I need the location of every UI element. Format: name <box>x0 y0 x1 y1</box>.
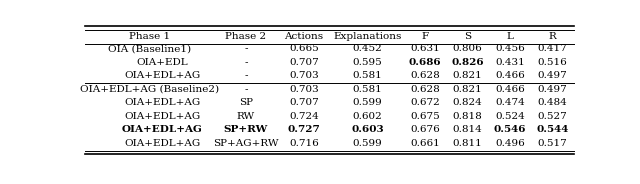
Text: OIA+EDL+AG: OIA+EDL+AG <box>122 125 203 134</box>
Text: Actions: Actions <box>284 32 323 41</box>
Text: 0.676: 0.676 <box>410 125 440 134</box>
Text: 0.456: 0.456 <box>495 45 525 54</box>
Text: 0.824: 0.824 <box>452 98 483 107</box>
Text: RW: RW <box>237 112 255 121</box>
Text: OIA+EDL+AG: OIA+EDL+AG <box>124 112 200 121</box>
Text: 0.599: 0.599 <box>353 139 382 148</box>
Text: 0.595: 0.595 <box>353 58 382 67</box>
Text: -: - <box>244 58 248 67</box>
Text: 0.527: 0.527 <box>538 112 567 121</box>
Text: SP+AG+RW: SP+AG+RW <box>213 139 278 148</box>
Text: 0.818: 0.818 <box>452 112 483 121</box>
Text: 0.417: 0.417 <box>538 45 567 54</box>
Text: 0.814: 0.814 <box>452 125 483 134</box>
Text: 0.672: 0.672 <box>410 98 440 107</box>
Text: 0.703: 0.703 <box>289 71 319 80</box>
Text: F: F <box>422 32 429 41</box>
Text: -: - <box>244 45 248 54</box>
Text: SP: SP <box>239 98 253 107</box>
Text: 0.452: 0.452 <box>353 45 382 54</box>
Text: 0.517: 0.517 <box>538 139 567 148</box>
Text: 0.516: 0.516 <box>538 58 567 67</box>
Text: Phase 2: Phase 2 <box>225 32 266 41</box>
Text: OIA+EDL+AG (Baseline2): OIA+EDL+AG (Baseline2) <box>81 85 220 94</box>
Text: 0.581: 0.581 <box>353 71 382 80</box>
Text: Explanations: Explanations <box>333 32 401 41</box>
Text: 0.497: 0.497 <box>538 71 567 80</box>
Text: 0.665: 0.665 <box>289 45 319 54</box>
Text: 0.599: 0.599 <box>353 98 382 107</box>
Text: L: L <box>506 32 513 41</box>
Text: 0.821: 0.821 <box>452 71 483 80</box>
Text: 0.546: 0.546 <box>493 125 526 134</box>
Text: OIA (Baseline1): OIA (Baseline1) <box>108 45 191 54</box>
Text: OIA+EDL+AG: OIA+EDL+AG <box>124 139 200 148</box>
Text: 0.431: 0.431 <box>495 58 525 67</box>
Text: 0.716: 0.716 <box>289 139 319 148</box>
Text: OIA+EDL+AG: OIA+EDL+AG <box>124 71 200 80</box>
Text: 0.707: 0.707 <box>289 58 319 67</box>
Text: 0.811: 0.811 <box>452 139 483 148</box>
Text: 0.602: 0.602 <box>353 112 382 121</box>
Text: 0.474: 0.474 <box>495 98 525 107</box>
Text: 0.703: 0.703 <box>289 85 319 94</box>
Text: Phase 1: Phase 1 <box>129 32 170 41</box>
Text: 0.581: 0.581 <box>353 85 382 94</box>
Text: 0.724: 0.724 <box>289 112 319 121</box>
Text: 0.661: 0.661 <box>410 139 440 148</box>
Text: 0.496: 0.496 <box>495 139 525 148</box>
Text: 0.631: 0.631 <box>410 45 440 54</box>
Text: 0.628: 0.628 <box>410 85 440 94</box>
Text: 0.727: 0.727 <box>287 125 320 134</box>
Text: SP+RW: SP+RW <box>224 125 268 134</box>
Text: OIA+EDL+AG: OIA+EDL+AG <box>124 98 200 107</box>
Text: -: - <box>244 85 248 94</box>
Text: -: - <box>244 71 248 80</box>
Text: 0.628: 0.628 <box>410 71 440 80</box>
Text: 0.497: 0.497 <box>538 85 567 94</box>
Text: 0.826: 0.826 <box>451 58 484 67</box>
Text: OIA+EDL: OIA+EDL <box>136 58 188 67</box>
Text: 0.466: 0.466 <box>495 71 525 80</box>
Text: 0.603: 0.603 <box>351 125 383 134</box>
Text: R: R <box>548 32 556 41</box>
Text: S: S <box>464 32 471 41</box>
Text: 0.675: 0.675 <box>410 112 440 121</box>
Text: 0.686: 0.686 <box>409 58 442 67</box>
Text: 0.806: 0.806 <box>452 45 483 54</box>
Text: 0.544: 0.544 <box>536 125 568 134</box>
Text: 0.821: 0.821 <box>452 85 483 94</box>
Text: 0.466: 0.466 <box>495 85 525 94</box>
Text: 0.707: 0.707 <box>289 98 319 107</box>
Text: 0.484: 0.484 <box>538 98 567 107</box>
Text: 0.524: 0.524 <box>495 112 525 121</box>
